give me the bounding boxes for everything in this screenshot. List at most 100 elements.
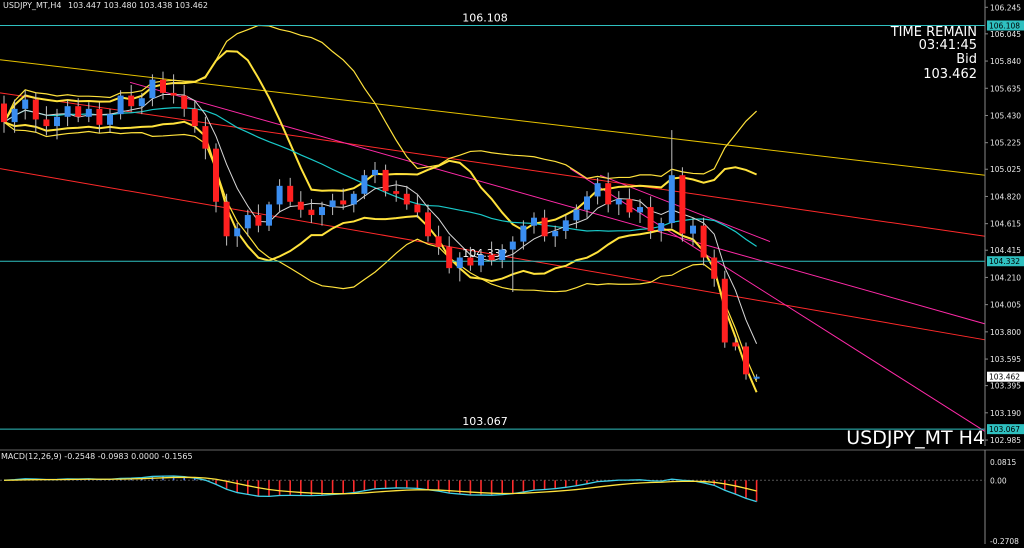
trendlines-layer bbox=[0, 59, 986, 432]
candle-bear bbox=[213, 148, 219, 202]
candle-bull bbox=[573, 209, 580, 221]
candle-bear bbox=[743, 346, 749, 375]
axis-tick-label: 103.800 bbox=[990, 328, 1021, 337]
indicator-line bbox=[3, 121, 758, 382]
candle-bull bbox=[552, 230, 559, 237]
indicator-line bbox=[3, 107, 757, 247]
candle-bull bbox=[138, 98, 145, 107]
bid-value: 103.462 bbox=[923, 67, 977, 82]
level-price-tag bbox=[987, 256, 1024, 267]
axis-tick-label: 105.635 bbox=[990, 84, 1021, 93]
level-price-tag-text: 104.332 bbox=[989, 257, 1020, 266]
candle-bear bbox=[96, 108, 103, 125]
axis-tick-label: 103.595 bbox=[990, 355, 1021, 364]
candle-bear bbox=[732, 342, 739, 347]
candle-bear bbox=[202, 126, 209, 149]
indicator-line bbox=[3, 24, 758, 180]
candle-bear bbox=[191, 108, 198, 127]
candle-bear bbox=[679, 175, 686, 234]
candle-bull bbox=[478, 254, 484, 266]
candle-bear bbox=[181, 95, 188, 109]
trendline bbox=[129, 81, 986, 325]
candle-bear bbox=[446, 246, 453, 269]
time-remain-value: 03:41:45 bbox=[919, 38, 977, 53]
level-price-tag bbox=[987, 424, 1024, 435]
axis-tick-label: 104.415 bbox=[990, 246, 1021, 255]
axis-tick-label: 105.430 bbox=[990, 111, 1021, 120]
candle-bull bbox=[266, 204, 272, 226]
candle-bull bbox=[234, 228, 241, 237]
current-price-tag-text: 103.462 bbox=[989, 373, 1020, 382]
candle-bear bbox=[605, 183, 612, 205]
candle-bull bbox=[562, 220, 569, 231]
candle-bull bbox=[319, 207, 325, 216]
axis-tick-label: 104.005 bbox=[990, 301, 1021, 310]
candle-bear bbox=[425, 212, 431, 237]
macd-tick-label: 0.00 bbox=[990, 476, 1007, 485]
candle-bear bbox=[160, 79, 166, 93]
ohlc-readout: 103.447 103.480 103.438 103.462 bbox=[68, 1, 208, 10]
candle-bull bbox=[64, 106, 71, 117]
horizontal-levels-layer: 106.108 106.108 104.332 104.332 103.067 103.0… bbox=[0, 11, 1024, 435]
candle-bear bbox=[32, 99, 39, 120]
candle-bear bbox=[75, 106, 82, 117]
candle-bear bbox=[414, 204, 421, 213]
candle-bull bbox=[658, 223, 665, 231]
level-price-tag bbox=[987, 20, 1024, 31]
candle-bear bbox=[297, 201, 304, 210]
level-price-tag-text: 103.067 bbox=[989, 425, 1020, 434]
axis-tick-label: 105.225 bbox=[990, 139, 1021, 148]
macd-label: MACD(12,26,9) -0.2548 -0.0983 0.0000 -0.… bbox=[1, 452, 193, 461]
current-price-tag bbox=[987, 371, 1024, 382]
candle-bull bbox=[149, 79, 156, 99]
candle-bull bbox=[584, 196, 590, 210]
candle-bear bbox=[255, 215, 262, 226]
candle-bear bbox=[467, 257, 474, 266]
candle-bear bbox=[340, 200, 347, 205]
candle-bear bbox=[403, 193, 410, 205]
candle-bull bbox=[85, 108, 92, 117]
price-axis: 106.245 106.045 105.840 105.635 105.430 105.2… bbox=[984, 0, 1024, 446]
candle-bull bbox=[499, 249, 506, 261]
candle-bull bbox=[117, 95, 124, 115]
bid-label: Bid bbox=[956, 52, 977, 67]
candle-bull bbox=[107, 114, 113, 125]
candles-layer bbox=[1, 71, 760, 380]
candle-bear bbox=[711, 257, 718, 279]
macd-tick-label: 0.0815 bbox=[990, 458, 1016, 467]
axis-tick-label: 104.820 bbox=[990, 192, 1021, 201]
candle-bull bbox=[22, 99, 29, 109]
candle-bull bbox=[350, 193, 357, 205]
candle-bull bbox=[520, 225, 527, 242]
candle-bear bbox=[626, 199, 633, 213]
candle-bear bbox=[435, 236, 442, 247]
trendline bbox=[0, 92, 986, 237]
symbol-label: USDJPY_MT,H4 bbox=[3, 1, 61, 10]
candle-bull bbox=[594, 183, 601, 197]
symbol-watermark: USDJPY_MT H4 bbox=[846, 427, 985, 449]
candle-bull bbox=[54, 116, 60, 127]
level-label: 103.067 bbox=[462, 415, 508, 428]
candle-bear bbox=[700, 225, 707, 258]
macd-tick-label: -0.2708 bbox=[990, 537, 1019, 544]
candle-bear bbox=[287, 185, 294, 202]
candle-bear bbox=[488, 254, 495, 261]
axis-tick-label: 105.025 bbox=[990, 165, 1021, 174]
candle-bull bbox=[276, 185, 283, 205]
level-price-tag-text: 106.108 bbox=[989, 21, 1020, 30]
axis-tick-label: 104.210 bbox=[990, 273, 1021, 282]
candle-bull bbox=[615, 199, 622, 205]
candle-bear bbox=[647, 207, 654, 231]
candle-bear bbox=[382, 169, 389, 192]
axis-tick-label: 103.395 bbox=[990, 382, 1021, 391]
macd-signal-line bbox=[3, 476, 757, 495]
candle-bear bbox=[308, 209, 315, 216]
candle-bear bbox=[1, 103, 7, 123]
candle-bull bbox=[244, 215, 251, 229]
candle-bear bbox=[223, 201, 230, 237]
candle-bull bbox=[361, 175, 368, 194]
candle-bull bbox=[753, 376, 760, 379]
